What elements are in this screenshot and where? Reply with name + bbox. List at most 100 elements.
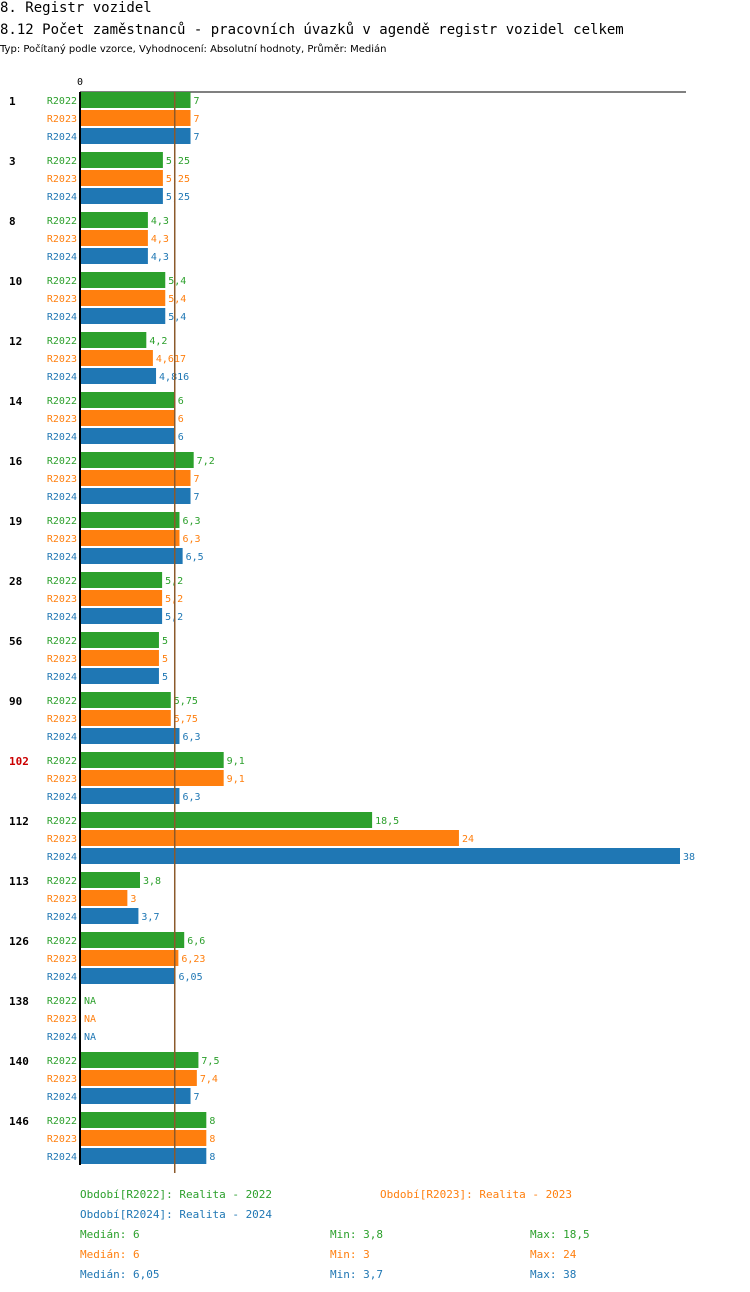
series-label-28-R2024: R2024 — [47, 612, 77, 623]
data-label-102-R2022: 9,1 — [227, 756, 245, 767]
data-label-56-R2023: 5 — [162, 654, 168, 665]
series-label-1-R2023: R2023 — [47, 114, 77, 125]
stat-min-r2024: Min: 3,7 — [330, 1268, 383, 1281]
bar-3-R2022 — [80, 152, 163, 168]
series-label-138-R2022: R2022 — [47, 996, 77, 1007]
bar-10-R2022 — [80, 272, 166, 288]
stat-median-r2023: Medián: 6 — [80, 1248, 140, 1261]
group-label-102: 102 — [9, 755, 29, 768]
series-label-16-R2023: R2023 — [47, 474, 77, 485]
group-label-126: 126 — [9, 935, 29, 948]
group-label-56: 56 — [9, 635, 23, 648]
series-label-10-R2024: R2024 — [47, 312, 77, 323]
data-label-140-R2023: 7,4 — [200, 1074, 218, 1085]
bar-14-R2022 — [80, 392, 175, 408]
group-label-112: 112 — [9, 815, 29, 828]
series-label-3-R2023: R2023 — [47, 174, 77, 185]
series-label-113-R2023: R2023 — [47, 894, 77, 905]
series-label-113-R2022: R2022 — [47, 876, 77, 887]
bar-90-R2024 — [80, 728, 180, 744]
legend-period-r2023: Období[R2023]: Realita - 2023 — [380, 1188, 573, 1201]
bar-112-R2023 — [80, 830, 459, 846]
bar-16-R2022 — [80, 452, 194, 468]
series-label-102-R2023: R2023 — [47, 774, 77, 785]
data-label-90-R2022: 5,75 — [174, 696, 198, 707]
series-label-102-R2024: R2024 — [47, 792, 77, 803]
bar-8-R2022 — [80, 212, 148, 228]
data-label-8-R2024: 4,3 — [151, 252, 169, 263]
legend-period-r2024: Období[R2024]: Realita - 2024 — [80, 1208, 273, 1221]
data-label-140-R2024: 7 — [194, 1092, 200, 1103]
bar-102-R2023 — [80, 770, 224, 786]
data-label-112-R2024: 38 — [683, 852, 695, 863]
data-label-138-R2024: NA — [84, 1032, 96, 1043]
data-label-19-R2023: 6,3 — [182, 534, 200, 545]
bar-112-R2024 — [80, 848, 680, 864]
stat-max-r2022: Max: 18,5 — [530, 1228, 590, 1241]
data-label-112-R2022: 18,5 — [375, 816, 399, 827]
data-label-16-R2023: 7 — [194, 474, 200, 485]
bar-102-R2022 — [80, 752, 224, 768]
bar-16-R2023 — [80, 470, 191, 486]
data-label-8-R2023: 4,3 — [151, 234, 169, 245]
series-label-56-R2023: R2023 — [47, 654, 77, 665]
series-label-113-R2024: R2024 — [47, 912, 77, 923]
data-label-14-R2023: 6 — [178, 414, 184, 425]
data-label-12-R2022: 4,2 — [149, 336, 167, 347]
series-label-140-R2024: R2024 — [47, 1092, 77, 1103]
group-label-113: 113 — [9, 875, 29, 888]
bar-3-R2023 — [80, 170, 163, 186]
data-label-56-R2022: 5 — [162, 636, 168, 647]
data-label-10-R2024: 5,4 — [168, 312, 186, 323]
series-label-56-R2024: R2024 — [47, 672, 77, 683]
series-label-140-R2023: R2023 — [47, 1074, 77, 1085]
series-label-19-R2023: R2023 — [47, 534, 77, 545]
bar-28-R2023 — [80, 590, 163, 606]
stat-min-r2023: Min: 3 — [330, 1248, 370, 1261]
series-label-56-R2022: R2022 — [47, 636, 77, 647]
stat-min-r2022: Min: 3,8 — [330, 1228, 383, 1241]
data-label-56-R2024: 5 — [162, 672, 168, 683]
data-label-12-R2023: 4,617 — [156, 354, 186, 365]
bar-113-R2022 — [80, 872, 140, 888]
bar-56-R2023 — [80, 650, 159, 666]
data-label-19-R2024: 6,5 — [186, 552, 204, 563]
data-label-10-R2022: 5,4 — [168, 276, 186, 287]
series-label-126-R2024: R2024 — [47, 972, 77, 983]
data-label-140-R2022: 7,5 — [201, 1056, 219, 1067]
data-label-126-R2022: 6,6 — [187, 936, 205, 947]
group-label-16: 16 — [9, 455, 23, 468]
data-label-146-R2023: 8 — [209, 1134, 215, 1145]
bar-140-R2024 — [80, 1088, 191, 1104]
data-label-113-R2024: 3,7 — [141, 912, 159, 923]
bar-113-R2024 — [80, 908, 139, 924]
series-label-90-R2022: R2022 — [47, 696, 77, 707]
data-label-16-R2022: 7,2 — [197, 456, 215, 467]
series-label-8-R2022: R2022 — [47, 216, 77, 227]
series-label-8-R2024: R2024 — [47, 252, 77, 263]
data-label-113-R2022: 3,8 — [143, 876, 161, 887]
bar-12-R2024 — [80, 368, 157, 384]
bar-8-R2024 — [80, 248, 148, 264]
bar-12-R2022 — [80, 332, 147, 348]
series-label-146-R2022: R2022 — [47, 1116, 77, 1127]
group-label-138: 138 — [9, 995, 29, 1008]
bar-19-R2024 — [80, 548, 183, 564]
bar-126-R2022 — [80, 932, 185, 948]
stat-median-r2024: Medián: 6,05 — [80, 1268, 160, 1281]
group-label-28: 28 — [9, 575, 22, 588]
series-label-19-R2022: R2022 — [47, 516, 77, 527]
bar-3-R2024 — [80, 188, 163, 204]
data-label-1-R2023: 7 — [194, 114, 200, 125]
series-label-12-R2023: R2023 — [47, 354, 77, 365]
bar-102-R2024 — [80, 788, 180, 804]
bar-146-R2024 — [80, 1148, 207, 1164]
data-label-112-R2023: 24 — [462, 834, 474, 845]
series-label-112-R2024: R2024 — [47, 852, 77, 863]
data-label-138-R2023: NA — [84, 1014, 96, 1025]
bar-14-R2024 — [80, 428, 175, 444]
chart-subtitle: 8.12 Počet zaměstnanců - pracovních úvaz… — [0, 22, 624, 38]
group-label-90: 90 — [9, 695, 22, 708]
stat-median-r2022: Medián: 6 — [80, 1228, 140, 1241]
